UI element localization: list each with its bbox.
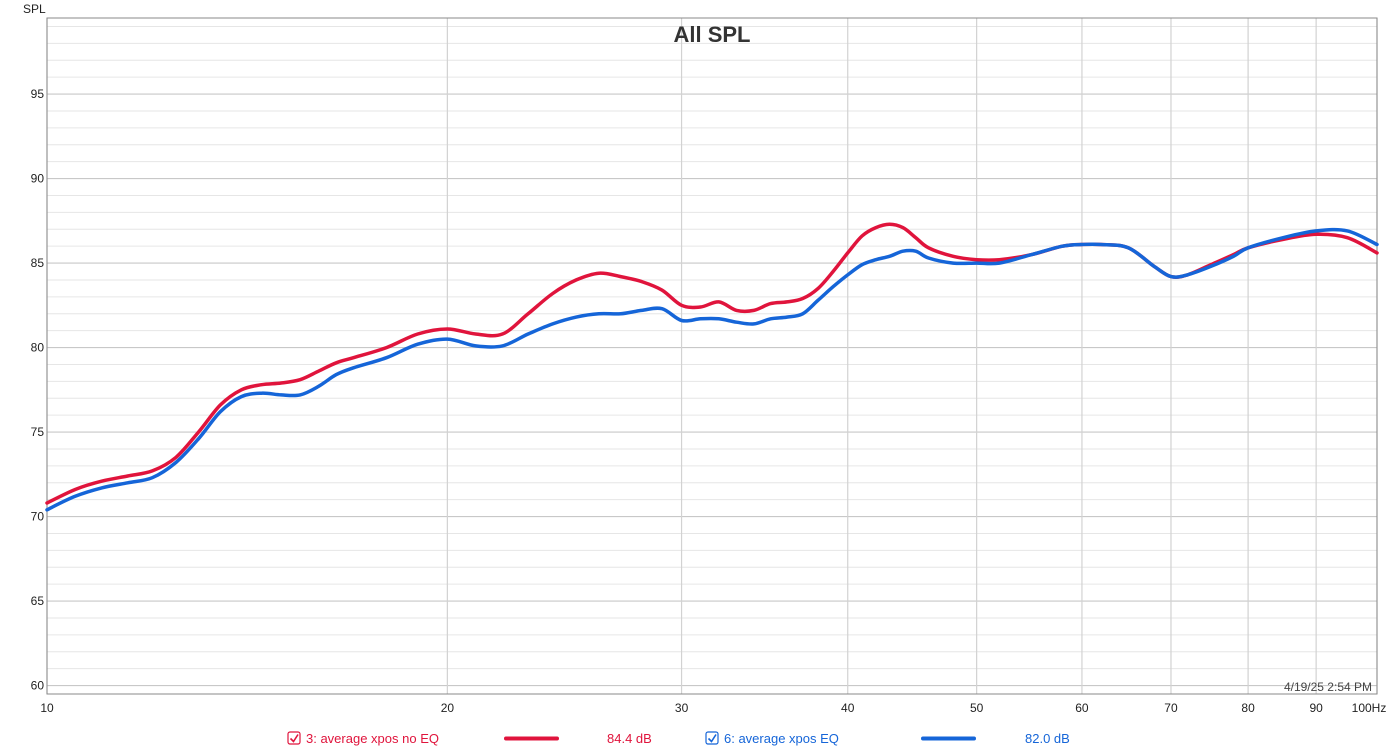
legend-series-2-level: 82.0 dB [1025, 731, 1070, 746]
x-tick-label: 20 [441, 701, 455, 715]
check-icon [289, 734, 299, 743]
x-tick-label: 40 [841, 701, 855, 715]
y-tick-label: 75 [31, 425, 45, 439]
series-line-2 [45, 227, 1379, 512]
x-tick-label: 80 [1241, 701, 1255, 715]
x-tick-label: 30 [675, 701, 689, 715]
legend: 3: average xpos no EQ 84.4 dB 6: average… [287, 731, 1070, 746]
x-tick-label: 10 [40, 701, 54, 715]
timestamp: 4/19/25 2:54 PM [1284, 680, 1372, 694]
x-tick-label: 60 [1075, 701, 1089, 715]
legend-series-1-name: 3: average xpos no EQ [306, 731, 439, 746]
check-icon [707, 734, 717, 743]
x-tick-label: 100Hz [1352, 701, 1387, 715]
x-axis-ticks: 10 20 30 40 50 60 70 80 90 100Hz [40, 701, 1386, 715]
y-axis-ticks: 60 65 70 75 80 85 90 95 [31, 87, 45, 693]
legend-item-series-1[interactable]: 3: average xpos no EQ 84.4 dB [287, 731, 652, 746]
plot-background [47, 18, 1377, 694]
legend-series-1-level: 84.4 dB [607, 731, 652, 746]
series-lines [45, 222, 1379, 512]
legend-series-2-name: 6: average xpos EQ [724, 731, 839, 746]
y-tick-label: 65 [31, 594, 45, 608]
y-tick-label: 60 [31, 679, 45, 693]
y-tick-label: 80 [31, 341, 45, 355]
grid-lines [46, 18, 1378, 694]
x-tick-label: 50 [970, 701, 984, 715]
x-tick-label: 90 [1309, 701, 1323, 715]
plot-frame [46, 17, 1378, 695]
y-axis-label: SPL [23, 2, 46, 16]
y-tick-label: 70 [31, 510, 45, 524]
y-tick-label: 95 [31, 87, 45, 101]
y-tick-label: 90 [31, 172, 45, 186]
x-tick-label: 70 [1164, 701, 1178, 715]
y-tick-label: 85 [31, 256, 45, 270]
chart-title: All SPL [673, 22, 750, 47]
legend-item-series-2[interactable]: 6: average xpos EQ 82.0 dB [705, 731, 1070, 746]
